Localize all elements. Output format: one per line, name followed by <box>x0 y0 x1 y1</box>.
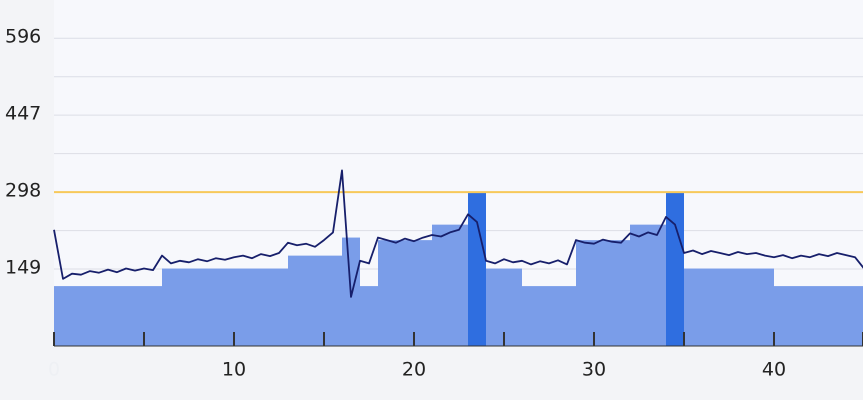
interval-block <box>288 255 342 346</box>
interval-block <box>576 240 630 346</box>
interval-block <box>630 224 666 346</box>
y-tick-label: 298 <box>5 180 41 202</box>
power-line <box>53 169 863 298</box>
y-tick-label: 447 <box>5 103 41 125</box>
x-tick-label: 30 <box>582 359 606 381</box>
interval-block <box>360 286 378 346</box>
x-tick-label: 0 <box>48 359 60 381</box>
y-tick-label: 596 <box>5 26 41 48</box>
interval-block <box>378 240 432 346</box>
y-tick-label: 149 <box>5 257 41 279</box>
interval-block <box>432 224 468 346</box>
x-tick-label: 20 <box>402 359 426 381</box>
interval-block <box>54 286 162 346</box>
interval-block <box>774 286 863 346</box>
interval-block <box>684 268 774 346</box>
interval-block <box>522 286 576 346</box>
x-tick-label: 10 <box>222 359 246 381</box>
interval-block <box>162 268 288 346</box>
interval-block <box>468 192 486 346</box>
interval-block <box>666 192 684 346</box>
x-tick-label: 40 <box>762 359 786 381</box>
